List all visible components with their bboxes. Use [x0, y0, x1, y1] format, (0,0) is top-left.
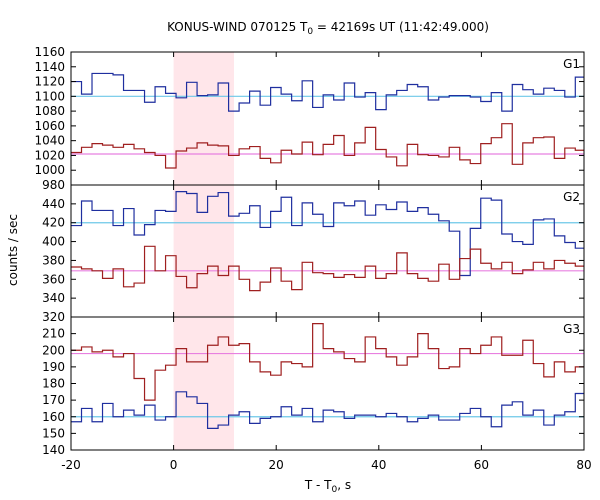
y-tick-label: 380 [42, 253, 65, 267]
x-tick-labels: -20 0 20 40 60 80 [61, 458, 591, 472]
y-tick-label: 150 [42, 426, 65, 440]
panel-g3: 140 150 160 170 180 190 200 210 G3 [42, 316, 585, 457]
y-tick-label: 190 [42, 360, 65, 374]
count-rate-series [71, 391, 584, 429]
y-tick-label: 420 [42, 216, 65, 230]
count-rate-series [71, 72, 584, 112]
x-axis-title: T - T0, s [304, 478, 351, 495]
panel-label: G2 [563, 190, 580, 204]
y-tick-label: 980 [42, 178, 65, 192]
y-tick-label: 160 [42, 410, 65, 424]
count-rate-series [71, 123, 584, 169]
y-tick-label: 320 [42, 310, 65, 324]
y-tick-label: 1100 [34, 89, 65, 103]
x-tick-label: 40 [371, 458, 386, 472]
panel-label: G3 [563, 322, 580, 336]
y-tick-label: 200 [42, 343, 65, 357]
panel-label: G1 [563, 57, 580, 71]
y-tick-label: 440 [42, 197, 65, 211]
count-rate-series [71, 323, 584, 401]
y-tick-label: 1040 [34, 134, 65, 148]
panel-g2: 320 340 360 380 400 420 440 G2 [42, 184, 585, 324]
y-tick-label: 180 [42, 377, 65, 391]
y-tick-label: 1020 [34, 148, 65, 162]
highlight-interval [173, 317, 235, 450]
x-tick-label: 20 [269, 458, 284, 472]
y-tick-label: 1080 [34, 104, 65, 118]
panel-frame [70, 51, 585, 186]
panel-frame [70, 184, 585, 318]
y-tick-label: 1120 [34, 75, 65, 89]
y-tick-label: 1000 [34, 163, 65, 177]
x-tick-label: 80 [576, 458, 591, 472]
y-axis-title: counts / sec [6, 214, 20, 286]
x-tick-label: 60 [474, 458, 489, 472]
y-tick-label: 210 [42, 327, 65, 341]
count-rate-series [71, 245, 584, 292]
y-tick-label: 1160 [34, 45, 65, 59]
y-tick-label: 140 [42, 443, 65, 457]
highlight-interval [173, 185, 235, 317]
chart-title: KONUS-WIND 070125 T0 = 42169s UT (11:42:… [167, 20, 489, 37]
panel-frame [70, 316, 585, 451]
highlight-interval [173, 52, 235, 185]
y-tick-label: 360 [42, 272, 65, 286]
x-tick-label: -20 [61, 458, 81, 472]
x-tick-label: 0 [170, 458, 178, 472]
y-tick-label: 340 [42, 291, 65, 305]
count-rate-series [71, 191, 584, 277]
y-tick-label: 400 [42, 235, 65, 249]
y-tick-label: 170 [42, 393, 65, 407]
y-tick-label: 1060 [34, 119, 65, 133]
y-tick-label: 1140 [34, 60, 65, 74]
